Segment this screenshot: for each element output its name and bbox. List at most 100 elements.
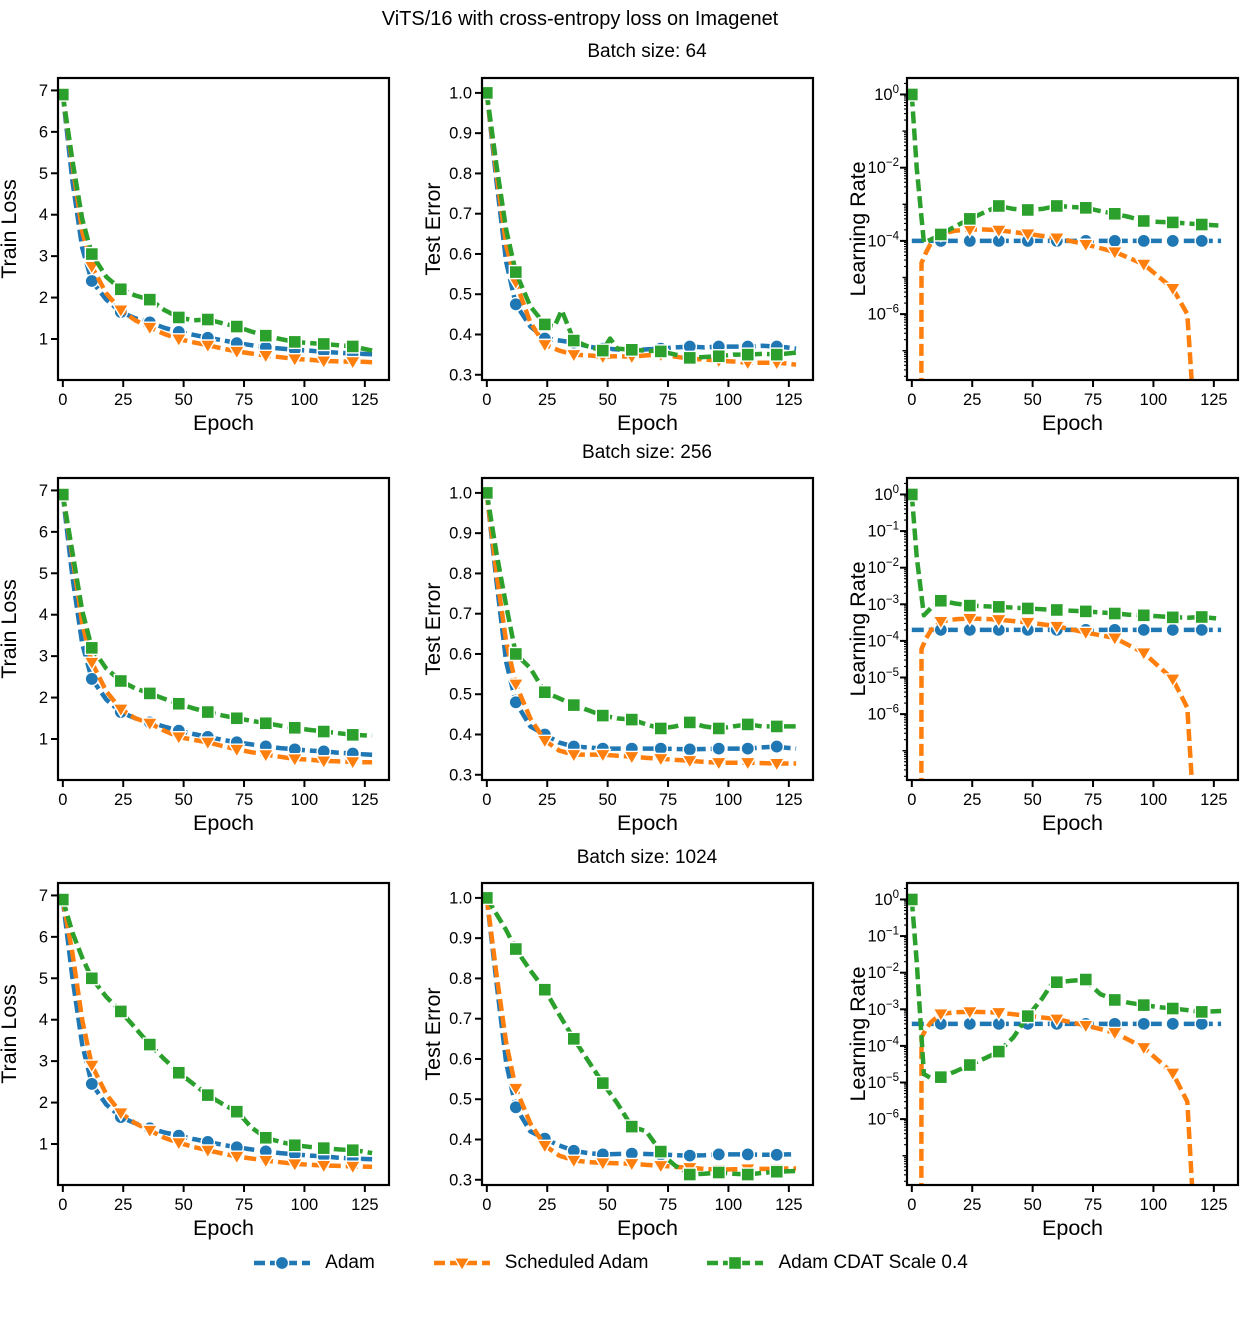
legend-item-scheduled-adam: Scheduled Adam: [433, 1252, 648, 1274]
svg-text:125: 125: [1200, 791, 1228, 809]
svg-text:125: 125: [775, 391, 803, 409]
svg-text:0.5: 0.5: [449, 286, 472, 304]
svg-text:0.8: 0.8: [449, 565, 472, 583]
svg-text:Train Loss: Train Loss: [0, 984, 21, 1084]
svg-text:100: 100: [715, 391, 743, 409]
svg-text:6: 6: [39, 123, 48, 141]
svg-text:Train Loss: Train Loss: [0, 179, 21, 279]
chart-learning-rate-batch-64: 0 25 50 75 100 125 100 10−2 10−4 10−6 Epoch Learnin…: [846, 76, 1240, 435]
svg-text:Epoch: Epoch: [1042, 411, 1103, 435]
svg-text:25: 25: [963, 391, 981, 409]
svg-text:1: 1: [39, 1135, 48, 1153]
svg-text:Epoch: Epoch: [617, 1216, 678, 1240]
svg-text:0: 0: [482, 391, 491, 409]
svg-text:100: 100: [291, 791, 319, 809]
svg-text:Epoch: Epoch: [1042, 1216, 1103, 1240]
svg-text:Test Error: Test Error: [421, 182, 445, 275]
svg-text:3: 3: [39, 248, 48, 266]
chart-learning-rate-batch-256: 0 25 50 75 100 125 100 10−1 10−2 10−3 10−4 10−5 10−6…: [846, 476, 1240, 835]
adam-cdat-line-marker-icon: [707, 1255, 764, 1271]
svg-text:10−4: 10−4: [868, 230, 900, 250]
svg-text:Test Error: Test Error: [421, 582, 445, 675]
svg-text:Epoch: Epoch: [617, 811, 678, 835]
chart-train-loss-batch-1024: 0 25 50 75 100 125 1 2 3 4 5 6 7 Epoch Train Loss: [0, 881, 391, 1240]
svg-text:75: 75: [1084, 1196, 1102, 1214]
svg-text:2: 2: [39, 689, 48, 707]
svg-text:125: 125: [351, 791, 379, 809]
svg-text:75: 75: [235, 791, 253, 809]
svg-text:100: 100: [1140, 1196, 1168, 1214]
svg-text:4: 4: [39, 1011, 48, 1029]
svg-text:0.5: 0.5: [449, 686, 472, 704]
svg-text:125: 125: [775, 1196, 803, 1214]
svg-text:Epoch: Epoch: [193, 811, 254, 835]
svg-text:125: 125: [351, 1196, 379, 1214]
svg-text:10−4: 10−4: [868, 630, 900, 650]
scheduled-adam-line-marker-icon: [433, 1257, 490, 1272]
svg-text:10−5: 10−5: [868, 667, 899, 687]
svg-text:Test Error: Test Error: [421, 987, 445, 1080]
svg-text:0.9: 0.9: [449, 525, 472, 543]
svg-text:25: 25: [114, 391, 132, 409]
svg-text:Epoch: Epoch: [617, 411, 678, 435]
svg-text:125: 125: [1200, 391, 1228, 409]
svg-text:25: 25: [963, 1196, 981, 1214]
svg-text:25: 25: [963, 791, 981, 809]
svg-text:0.5: 0.5: [449, 1091, 472, 1109]
svg-text:1: 1: [39, 330, 48, 348]
legend: Adam Scheduled Adam Adam CDAT Scale 0.4: [0, 1252, 1233, 1274]
svg-text:0: 0: [482, 791, 491, 809]
row-subtitle-batch-1024: Batch size: 1024: [576, 847, 718, 868]
svg-text:50: 50: [174, 1196, 192, 1214]
svg-text:2: 2: [39, 1094, 48, 1112]
svg-text:5: 5: [39, 565, 48, 583]
svg-text:0.7: 0.7: [449, 205, 472, 223]
svg-text:1.0: 1.0: [449, 84, 472, 102]
svg-text:Epoch: Epoch: [193, 411, 254, 435]
svg-text:Epoch: Epoch: [193, 1216, 254, 1240]
svg-text:4: 4: [39, 606, 48, 624]
svg-text:Learning Rate: Learning Rate: [846, 966, 870, 1101]
svg-text:5: 5: [39, 165, 48, 183]
legend-item-adam-cdat: Adam CDAT Scale 0.4: [706, 1252, 968, 1274]
svg-text:0: 0: [58, 391, 67, 409]
svg-text:100: 100: [874, 84, 899, 104]
svg-text:75: 75: [1084, 391, 1102, 409]
row-subtitle-batch-64: Batch size: 64: [587, 41, 707, 62]
svg-text:125: 125: [1200, 1196, 1228, 1214]
legend-label: Adam CDAT Scale 0.4: [778, 1252, 968, 1273]
svg-text:1.0: 1.0: [449, 889, 472, 907]
chart-train-loss-batch-64: 0 25 50 75 100 125 1 2 3 4 5 6 7 Epoch Train Loss: [0, 76, 391, 435]
svg-text:0.6: 0.6: [449, 1050, 472, 1068]
svg-text:5: 5: [39, 970, 48, 988]
svg-text:100: 100: [874, 484, 899, 504]
svg-text:0.4: 0.4: [449, 726, 472, 744]
svg-text:10−6: 10−6: [868, 704, 899, 724]
svg-text:100: 100: [874, 889, 899, 909]
svg-text:Train Loss: Train Loss: [0, 579, 21, 679]
svg-text:0.7: 0.7: [449, 605, 472, 623]
svg-text:0.3: 0.3: [449, 1171, 472, 1189]
svg-text:3: 3: [39, 1053, 48, 1071]
svg-text:7: 7: [39, 482, 48, 500]
svg-text:75: 75: [235, 1196, 253, 1214]
svg-text:100: 100: [1140, 791, 1168, 809]
svg-text:10−1: 10−1: [868, 926, 899, 946]
svg-text:100: 100: [715, 1196, 743, 1214]
svg-text:100: 100: [291, 1196, 319, 1214]
legend-label: Adam: [325, 1252, 375, 1273]
svg-text:25: 25: [114, 1196, 132, 1214]
svg-text:75: 75: [659, 1196, 677, 1214]
svg-text:50: 50: [598, 391, 616, 409]
chart-test-error-batch-64: 0 25 50 75 100 125 0.3 0.4 0.5 0.6 0.7 0.8 0.9 1.0 Epo…: [421, 76, 815, 435]
svg-text:100: 100: [1140, 391, 1168, 409]
svg-text:0.6: 0.6: [449, 245, 472, 263]
svg-text:4: 4: [39, 206, 48, 224]
svg-text:10−4: 10−4: [868, 1035, 900, 1055]
svg-text:100: 100: [715, 791, 743, 809]
svg-text:0.3: 0.3: [449, 366, 472, 384]
svg-text:10−3: 10−3: [868, 594, 899, 614]
svg-text:0.4: 0.4: [449, 326, 472, 344]
svg-text:100: 100: [291, 391, 319, 409]
